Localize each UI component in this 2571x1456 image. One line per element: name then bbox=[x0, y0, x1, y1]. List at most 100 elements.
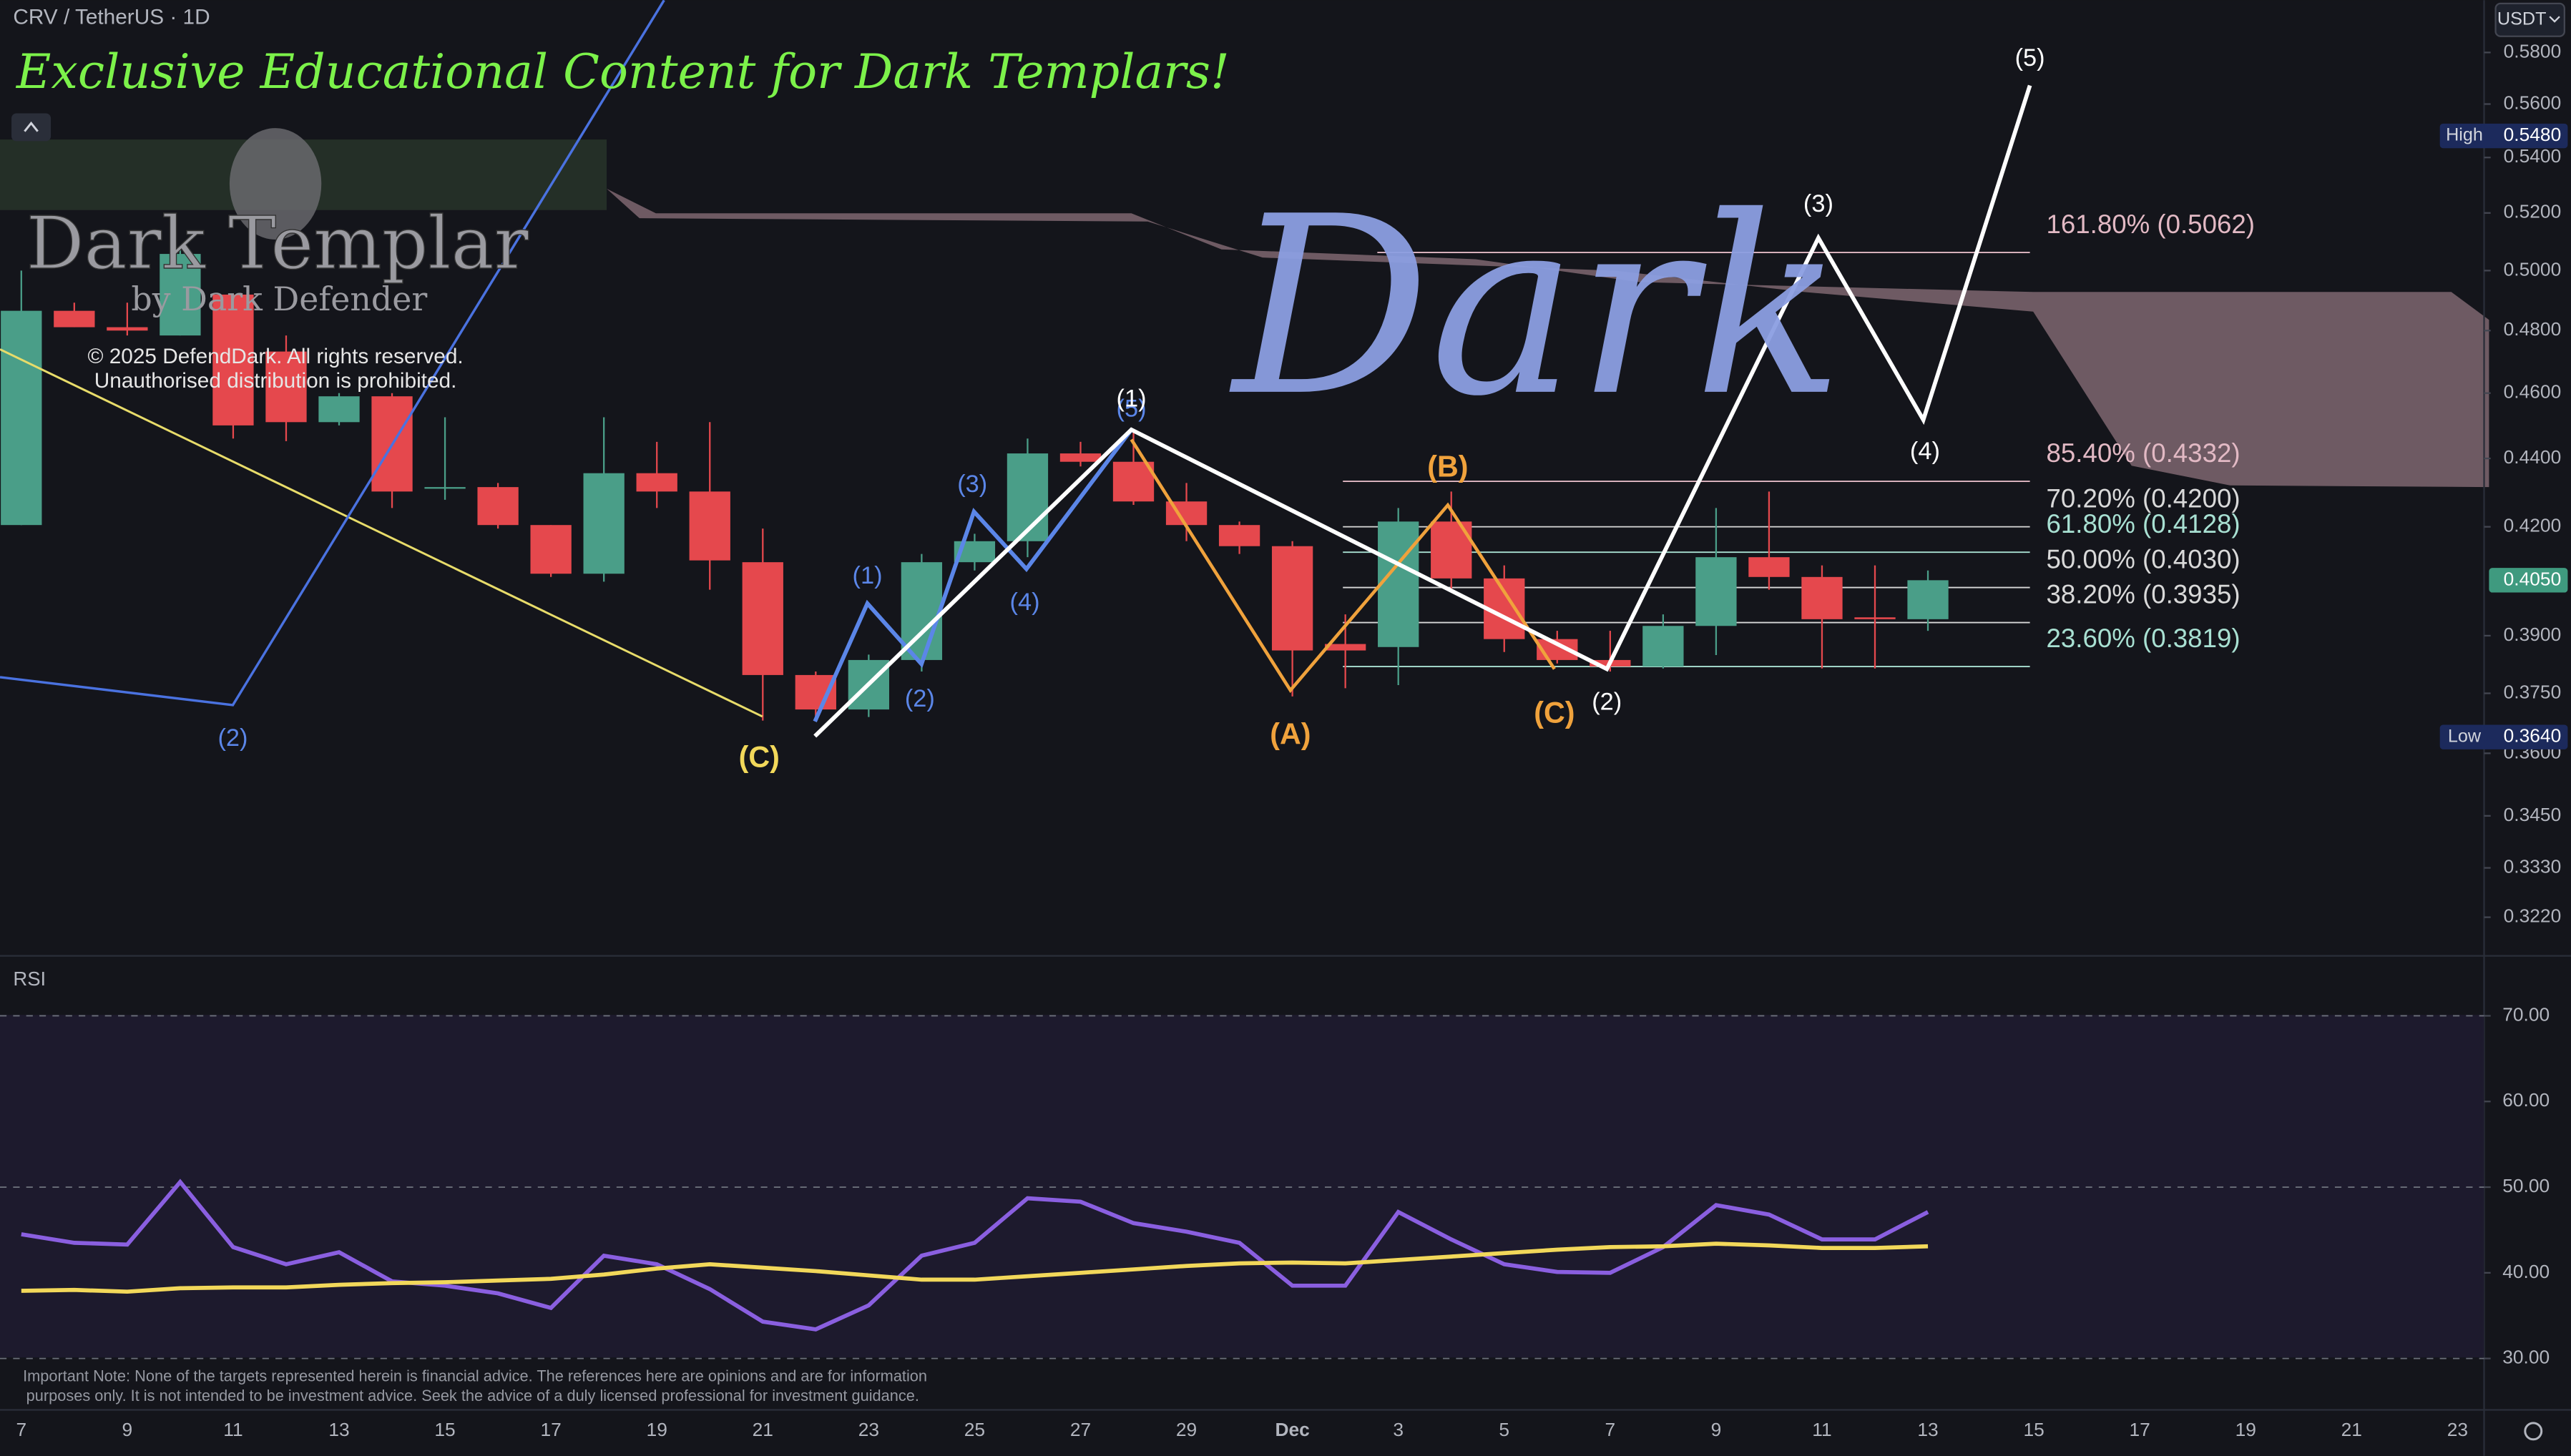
candle-body bbox=[107, 327, 148, 331]
wave-label: (3) bbox=[957, 471, 987, 498]
fib-label: 23.60% (0.3819) bbox=[2047, 624, 2241, 653]
trend-line bbox=[0, 0, 665, 707]
wave-label: (4) bbox=[1010, 589, 1040, 616]
helmet-icon bbox=[229, 128, 322, 240]
fib-label: 50.00% (0.4030) bbox=[2047, 545, 2241, 574]
candle-body bbox=[1801, 576, 1843, 619]
fib-label: 85.40% (0.4332) bbox=[2047, 438, 2241, 468]
wave-label: (2) bbox=[217, 724, 248, 752]
rsi-line bbox=[21, 1179, 1929, 1332]
wave-line bbox=[813, 84, 2032, 738]
x-tick-label: 17 bbox=[2130, 1419, 2150, 1440]
rsi-line bbox=[21, 1241, 1929, 1294]
candle-body bbox=[318, 396, 360, 423]
chevron-icon bbox=[24, 121, 39, 132]
x-tick-label: 15 bbox=[2023, 1419, 2044, 1440]
fib-label: 70.20% (0.4200) bbox=[2047, 484, 2241, 513]
candle-body bbox=[742, 562, 783, 675]
fib-label: 38.20% (0.3935) bbox=[2047, 580, 2241, 609]
y-tick-label: 0.5000 bbox=[2504, 258, 2562, 280]
wave-label: (1) bbox=[853, 562, 883, 589]
candle-body bbox=[583, 473, 625, 574]
x-tick-label: 3 bbox=[1393, 1419, 1404, 1440]
x-tick-label: 7 bbox=[1605, 1419, 1616, 1440]
wave-label: (A) bbox=[1270, 717, 1311, 750]
candle-body bbox=[530, 525, 572, 574]
y-tick-label: 0.5400 bbox=[2504, 145, 2562, 167]
wave-label: (C) bbox=[739, 740, 780, 773]
y-tick-label: 0.5800 bbox=[2504, 40, 2562, 62]
y-tick-label: 0.4200 bbox=[2504, 515, 2562, 536]
x-tick-label: Dec bbox=[1275, 1419, 1309, 1440]
price-marker bbox=[2439, 123, 2568, 149]
byline: by Dark Defender bbox=[131, 280, 427, 318]
currency-button[interactable] bbox=[2494, 2, 2565, 37]
y-tick-label: 0.5600 bbox=[2504, 92, 2562, 113]
fib-label: 61.80% (0.4128) bbox=[2047, 509, 2241, 538]
y-tick-label: 0.3900 bbox=[2504, 624, 2562, 645]
x-tick-label: 17 bbox=[540, 1419, 561, 1440]
settings-icon[interactable] bbox=[2524, 1422, 2543, 1441]
x-tick-label: 21 bbox=[753, 1419, 773, 1440]
candle-body bbox=[265, 351, 307, 423]
candle-body bbox=[54, 310, 95, 328]
rsi-title: RSI bbox=[13, 968, 46, 990]
wave-label: (4) bbox=[1910, 438, 1940, 465]
price-marker bbox=[2439, 724, 2568, 749]
candle-body bbox=[160, 254, 201, 336]
price-marker-label: 0.5480 bbox=[2504, 124, 2562, 145]
x-tick-label: 9 bbox=[122, 1419, 133, 1440]
headline: Exclusive Educational Content for Dark T… bbox=[16, 44, 1230, 99]
footer-note: purposes only. It is not intended to be … bbox=[26, 1387, 919, 1405]
wave-label: (B) bbox=[1427, 451, 1468, 483]
candle-body bbox=[1059, 453, 1102, 462]
candle-body bbox=[477, 487, 519, 526]
price-marker-name: Low bbox=[2448, 726, 2482, 746]
y-tick-label: 0.4400 bbox=[2504, 446, 2562, 468]
big-watermark: Dark bbox=[1229, 164, 1843, 451]
y-tick-label: 0.3220 bbox=[2504, 905, 2562, 927]
candle-body bbox=[1325, 644, 1366, 651]
wave-line bbox=[1130, 438, 1556, 694]
y-tick-label: 60.00 bbox=[2502, 1089, 2550, 1111]
wave-label: (C) bbox=[1534, 697, 1575, 729]
copyright: © 2025 DefendDark. All rights reserved. bbox=[87, 345, 463, 368]
wave-label: (3) bbox=[1803, 190, 1833, 217]
x-tick-label: 25 bbox=[964, 1419, 985, 1440]
candle-body bbox=[1695, 557, 1737, 626]
candle-body bbox=[1907, 580, 1949, 619]
candle-body bbox=[212, 294, 254, 426]
y-tick-label: 70.00 bbox=[2502, 1003, 2550, 1025]
candle-body bbox=[636, 473, 677, 492]
price-marker-label: 0.4050 bbox=[2504, 568, 2562, 589]
copyright: Unauthorised distribution is prohibited. bbox=[94, 369, 457, 393]
fib-label: 161.80% (0.5062) bbox=[2047, 210, 2255, 239]
x-tick-label: 11 bbox=[1812, 1419, 1831, 1440]
candle-body bbox=[689, 491, 730, 561]
wave-label: (2) bbox=[905, 685, 935, 712]
price-marker-name: High bbox=[2446, 125, 2483, 145]
trend-line bbox=[0, 348, 763, 718]
candle-body bbox=[1112, 461, 1155, 502]
x-tick-label: 19 bbox=[2235, 1419, 2256, 1440]
collapse-button[interactable] bbox=[11, 113, 52, 142]
rsi-band bbox=[0, 1015, 2484, 1358]
x-tick-label: 11 bbox=[223, 1419, 243, 1440]
y-tick-label: 0.5200 bbox=[2504, 201, 2562, 222]
x-tick-label: 15 bbox=[434, 1419, 455, 1440]
candle-body bbox=[1271, 546, 1313, 651]
footer-note: Important Note: None of the targets repr… bbox=[23, 1367, 927, 1384]
x-tick-label: 9 bbox=[1711, 1419, 1722, 1440]
candle-body bbox=[1642, 626, 1684, 667]
y-tick-label: 0.3750 bbox=[2504, 681, 2562, 702]
candle-body bbox=[1378, 521, 1419, 647]
y-tick-label: 40.00 bbox=[2502, 1261, 2550, 1282]
wave-label: (5) bbox=[2015, 44, 2045, 72]
y-tick-label: 30.00 bbox=[2502, 1347, 2550, 1368]
x-tick-label: 13 bbox=[1917, 1419, 1938, 1440]
price-marker bbox=[2489, 568, 2568, 593]
x-tick-label: 23 bbox=[2447, 1419, 2468, 1440]
candle-body bbox=[1, 310, 42, 526]
